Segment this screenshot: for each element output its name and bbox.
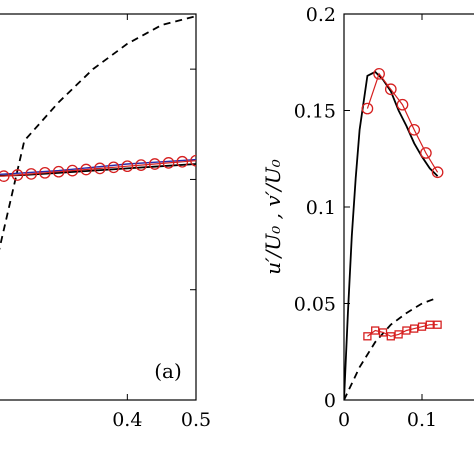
axes-frame xyxy=(0,13,197,401)
series-line-2 xyxy=(0,158,196,176)
panel-label: (a) xyxy=(154,359,182,383)
data-point-circle xyxy=(162,157,175,169)
series-line-0 xyxy=(0,15,196,251)
data-point-square xyxy=(410,324,419,333)
data-point-circle xyxy=(121,160,134,173)
data-point-square xyxy=(378,328,388,337)
plot-area xyxy=(344,67,444,400)
data-point-circle xyxy=(431,166,444,179)
data-point-square xyxy=(371,326,380,335)
data-point-square xyxy=(386,332,395,341)
data-point-square xyxy=(363,332,372,341)
data-point-circle xyxy=(408,123,421,136)
y-tick-label: 0.2 xyxy=(306,4,336,26)
y-tick-label: 0.1 xyxy=(306,197,336,219)
data-point-circle xyxy=(52,165,65,178)
data-point-circle xyxy=(11,169,24,181)
data-point-square xyxy=(425,320,434,329)
x-tick-label: 0 xyxy=(338,409,350,431)
data-point-square xyxy=(433,320,442,329)
data-point-circle xyxy=(396,98,409,111)
data-point-circle xyxy=(94,162,106,175)
axes-frame xyxy=(343,13,474,401)
data-point-square xyxy=(417,322,427,331)
data-point-circle xyxy=(135,159,147,171)
data-point-circle xyxy=(384,83,397,96)
data-point-circle xyxy=(0,170,10,182)
series-line-1 xyxy=(344,296,438,400)
y-tick-label: 0.05 xyxy=(294,294,336,316)
data-point-circle xyxy=(420,147,432,159)
data-point-circle xyxy=(190,154,196,167)
series-connector-3 xyxy=(0,160,196,177)
series-connector-2 xyxy=(366,72,439,173)
panel-a: 0.4 0.5 (a) xyxy=(0,13,211,431)
data-point-circle xyxy=(176,155,189,168)
data-point-square xyxy=(402,326,411,335)
data-point-circle xyxy=(107,161,120,174)
y-axis-label: u′/U₀ , v′/U₀ xyxy=(261,159,285,275)
x-tick-label: 0.5 xyxy=(181,409,211,431)
data-point-circle xyxy=(361,102,374,115)
data-point-circle xyxy=(25,168,38,180)
plot-area xyxy=(0,15,196,251)
data-point-square xyxy=(394,330,403,339)
data-point-circle xyxy=(80,163,92,176)
data-point-circle xyxy=(39,166,51,179)
data-point-circle xyxy=(373,67,385,80)
series-line-0 xyxy=(344,70,439,400)
panel-b: 0 0.1 0 0.05 0.1 0.15 0.2 u′/U₀ , v′/U₀ xyxy=(261,4,474,431)
y-tick-label: 0 xyxy=(324,390,336,412)
x-tick-label: 0.4 xyxy=(112,409,142,431)
y-tick-label: 0.15 xyxy=(294,101,336,123)
data-point-circle xyxy=(148,158,161,170)
x-tick-label: 0.1 xyxy=(407,409,437,431)
data-point-circle xyxy=(66,164,79,177)
